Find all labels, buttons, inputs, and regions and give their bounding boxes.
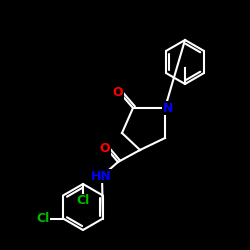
Text: O: O bbox=[113, 86, 123, 100]
Text: O: O bbox=[100, 142, 110, 156]
Text: N: N bbox=[163, 102, 173, 114]
Text: HN: HN bbox=[90, 170, 112, 182]
Text: Cl: Cl bbox=[36, 212, 50, 225]
Text: Cl: Cl bbox=[76, 194, 90, 207]
